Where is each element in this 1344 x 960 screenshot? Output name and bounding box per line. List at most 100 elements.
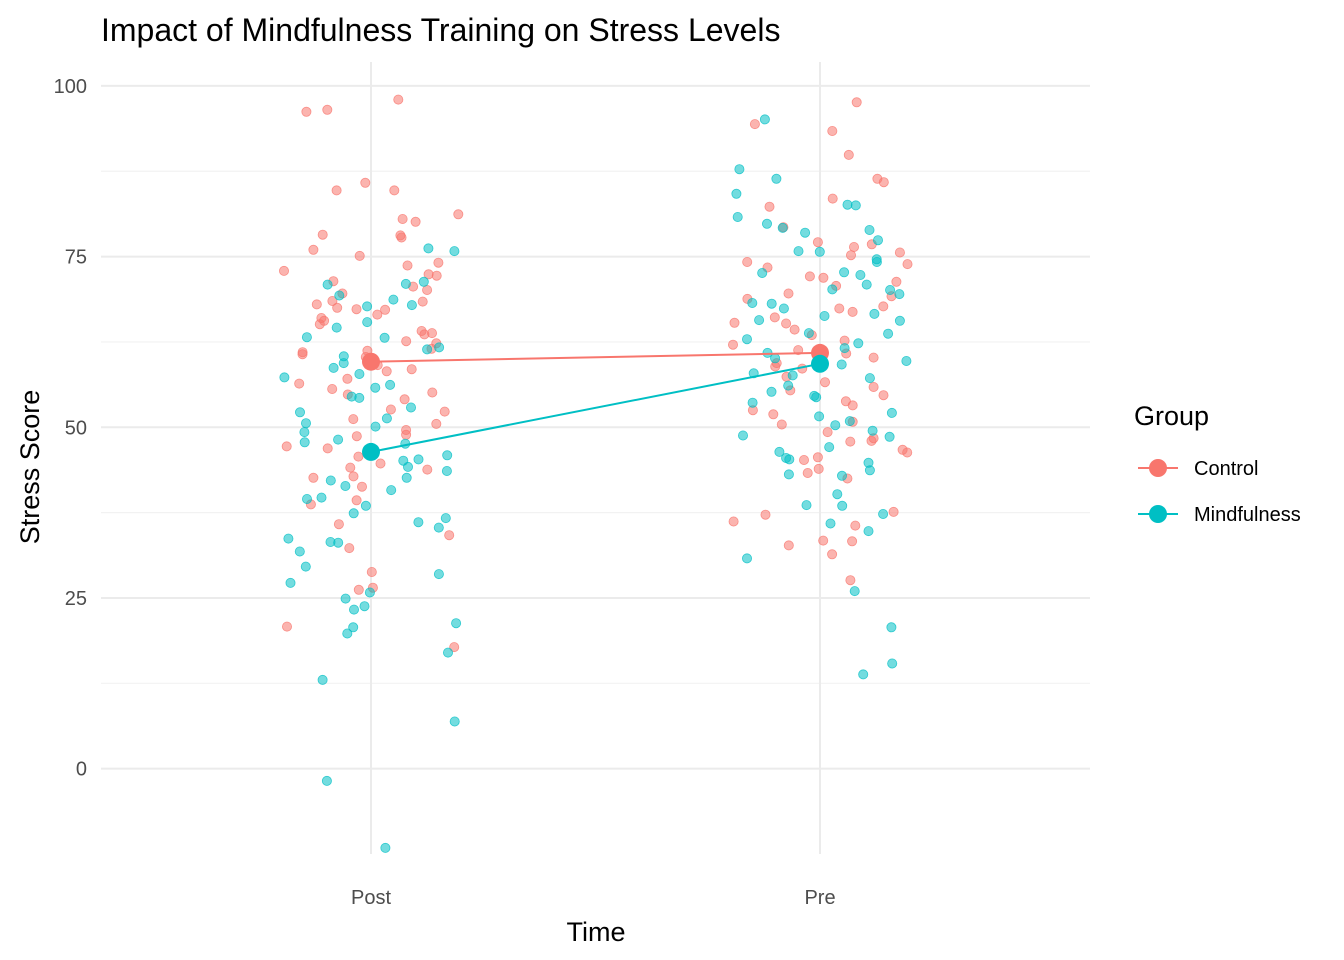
data-point (297, 349, 308, 360)
data-point (348, 414, 359, 425)
data-point (802, 467, 813, 478)
data-point (868, 352, 879, 363)
data-point (294, 546, 305, 557)
data-point (442, 450, 453, 461)
data-point (774, 446, 785, 457)
data-point (281, 621, 292, 632)
data-point (742, 334, 753, 345)
data-point (413, 454, 424, 465)
data-point (372, 309, 383, 320)
data-point (386, 485, 397, 496)
data-point (777, 222, 788, 233)
data-point (891, 276, 902, 287)
data-point (385, 404, 396, 415)
data-point (308, 244, 319, 255)
data-point (427, 387, 438, 398)
x-axis-title: Time (567, 917, 626, 947)
data-point (822, 427, 833, 438)
data-point (847, 306, 858, 317)
data-point (864, 373, 875, 384)
data-point (776, 419, 787, 430)
data-point (883, 328, 894, 339)
data-point (354, 250, 365, 261)
data-point (762, 218, 773, 229)
data-point (837, 500, 848, 511)
data-point (285, 577, 296, 588)
data-point (434, 342, 445, 353)
data-point (333, 434, 344, 445)
data-point (308, 472, 319, 483)
data-point (849, 586, 860, 597)
data-point (812, 452, 823, 463)
data-point (827, 193, 838, 204)
data-point (783, 469, 794, 480)
data-point (804, 271, 815, 282)
data-point (768, 409, 779, 420)
data-point (283, 533, 294, 544)
data-point (299, 437, 310, 448)
data-point (332, 302, 343, 313)
data-point (801, 500, 812, 511)
data-point (406, 300, 417, 311)
data-point (846, 250, 857, 261)
y-tick-label: 0 (76, 759, 87, 781)
data-point (340, 593, 351, 604)
data-point (327, 295, 338, 306)
data-point (863, 457, 874, 468)
data-point (814, 246, 825, 257)
data-point (812, 237, 823, 248)
data-point (359, 601, 370, 612)
legend-item: Control (1138, 458, 1258, 480)
data-point (406, 364, 417, 375)
data-point (840, 396, 851, 407)
data-point (301, 106, 312, 117)
data-point (375, 458, 386, 469)
data-point (811, 392, 822, 403)
data-point (317, 674, 328, 685)
data-point (294, 378, 305, 389)
data-point (401, 424, 412, 435)
data-point (439, 406, 450, 417)
data-point (348, 471, 359, 482)
data-point (878, 301, 889, 312)
data-point (431, 270, 442, 281)
data-point (878, 390, 889, 401)
data-point (433, 257, 444, 268)
data-point (449, 642, 460, 653)
data-point (344, 543, 355, 554)
data-point (884, 431, 895, 442)
data-point (417, 296, 428, 307)
data-point (728, 516, 739, 527)
data-point (738, 430, 749, 441)
data-point (834, 303, 845, 314)
data-point (778, 303, 789, 314)
data-point (850, 200, 861, 211)
data-point (894, 289, 905, 300)
data-point (729, 317, 740, 328)
data-point (728, 339, 739, 350)
data-point (423, 243, 434, 254)
data-point (351, 304, 362, 315)
y-axis-title: Stress Score (15, 390, 45, 545)
data-point (402, 260, 413, 271)
data-point (813, 463, 824, 474)
data-point (433, 569, 444, 580)
data-point (322, 279, 333, 290)
data-point (827, 549, 838, 560)
data-point (348, 622, 359, 633)
data-point (380, 842, 391, 853)
data-point (759, 114, 770, 125)
data-point (381, 413, 392, 424)
data-point (800, 227, 811, 238)
data-point (784, 454, 795, 465)
data-point (827, 284, 838, 295)
data-point (832, 489, 843, 500)
mean-point (362, 442, 380, 461)
data-point (783, 540, 794, 551)
data-point (316, 492, 327, 503)
data-point (433, 522, 444, 533)
data-point (888, 506, 899, 517)
data-point (449, 246, 460, 257)
data-point (872, 173, 883, 184)
data-point (351, 431, 362, 442)
